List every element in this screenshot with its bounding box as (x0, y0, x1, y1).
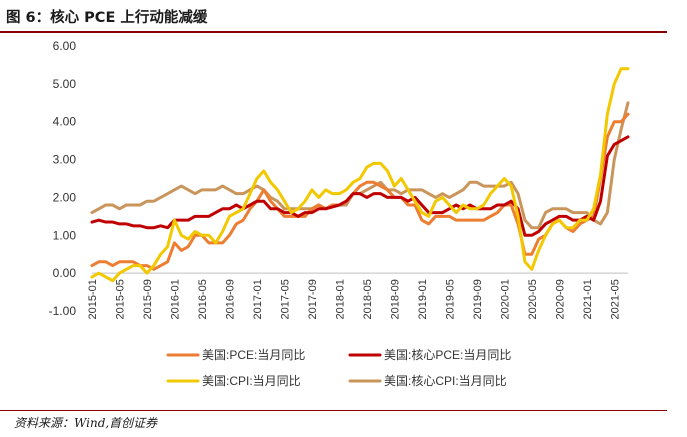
series-line-3 (90, 101, 630, 230)
legend-label-2: 美国:CPI:当月同比 (202, 374, 301, 388)
x-tick-label: 2019-01 (417, 279, 429, 319)
series-line-1 (90, 135, 630, 237)
y-tick-label: 2.00 (53, 190, 77, 204)
series-layer (90, 67, 630, 283)
x-tick-label: 2017-05 (279, 279, 291, 319)
y-tick-label: 0.00 (53, 266, 77, 280)
series-line-2 (90, 67, 630, 283)
y-tick-label: 6.00 (53, 39, 77, 53)
x-tick-label: 2015-01 (87, 279, 99, 319)
x-tick-label: 2015-09 (142, 279, 154, 319)
y-tick-label: 1.00 (53, 228, 77, 242)
x-tick-label: 2015-05 (114, 279, 126, 319)
figure-title: 图 6：核心 PCE 上行动能减缓 (6, 10, 208, 26)
footer-rule (0, 410, 667, 411)
x-tick-label: 2018-05 (362, 279, 374, 319)
x-tick-label: 2019-09 (472, 279, 484, 319)
x-tick-label: 2018-01 (334, 279, 346, 319)
y-tick-label: 5.00 (53, 77, 77, 91)
x-tick-label: 2017-01 (252, 279, 264, 319)
source-note: 资料来源：Wind,首创证券 (14, 416, 158, 430)
x-tick-label: 2020-09 (554, 279, 566, 319)
x-tick-label: 2016-09 (224, 279, 236, 319)
x-tick-label: 2018-09 (389, 279, 401, 319)
x-tick-label: 2021-01 (582, 279, 594, 319)
legend-label-0: 美国:PCE:当月同比 (202, 348, 305, 362)
x-tick-label: 2016-01 (169, 279, 181, 319)
series-line-0 (90, 112, 630, 271)
x-tick-label: 2019-05 (444, 279, 456, 319)
x-tick-label: 2020-01 (499, 279, 511, 319)
y-tick-label: -1.00 (49, 304, 77, 318)
x-tick-label: 2021-05 (609, 279, 621, 319)
y-tick-label: 4.00 (53, 115, 77, 129)
legend-label-1: 美国:核心PCE:当月同比 (384, 348, 511, 362)
title-underline (0, 31, 667, 33)
axes: 6.00 5.00 4.00 3.00 2.00 1.00 0.00 -1.00 2015-01… (49, 39, 628, 320)
x-tick-label: 2016-05 (197, 279, 209, 319)
legend-label-3: 美国:核心CPI:当月同比 (384, 374, 507, 388)
y-tick-label: 3.00 (53, 153, 77, 167)
x-tick-label: 2020-05 (527, 279, 539, 319)
x-tick-label: 2017-09 (307, 279, 319, 319)
